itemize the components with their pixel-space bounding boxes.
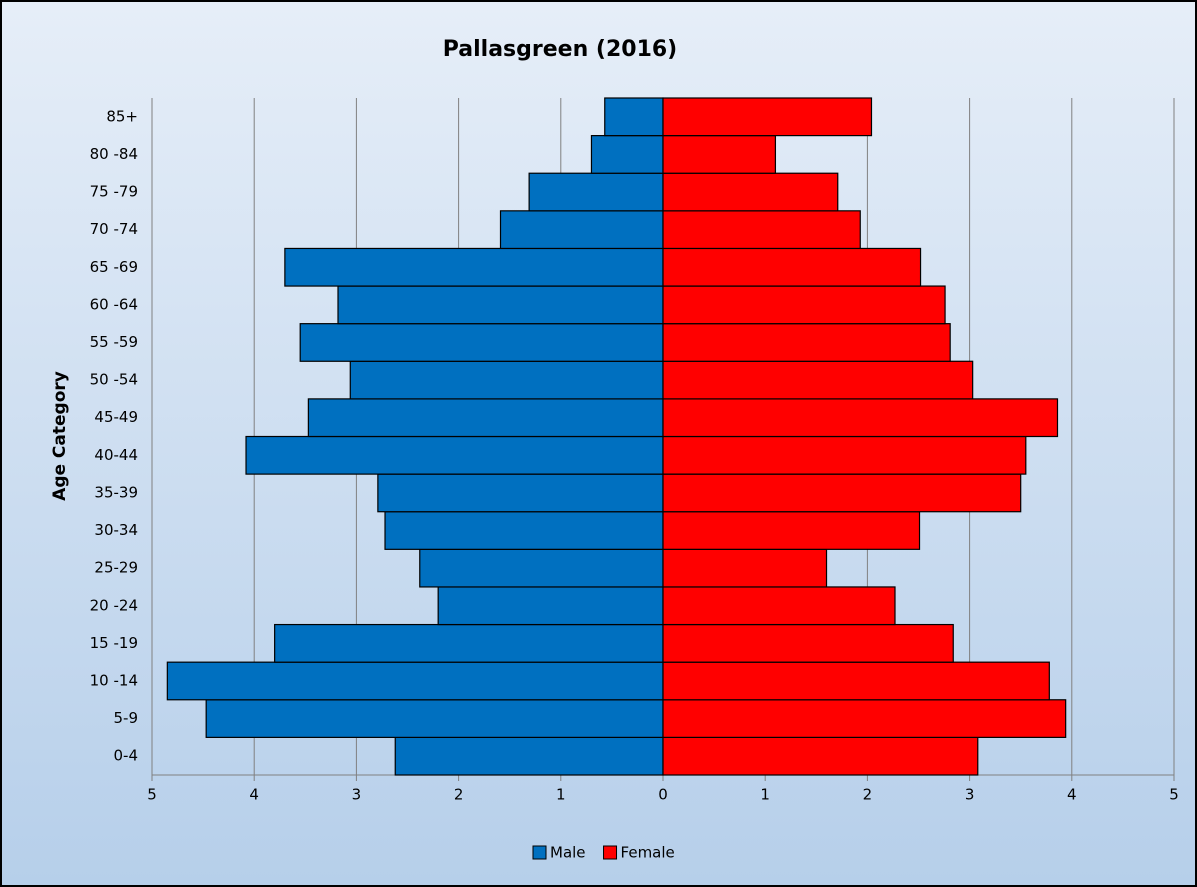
legend-swatch	[603, 845, 618, 860]
y-axis-label: Age Category	[50, 371, 70, 501]
bar	[384, 511, 664, 550]
bar	[662, 473, 1022, 513]
bar	[437, 586, 664, 626]
bar	[662, 511, 921, 550]
bar	[245, 435, 664, 475]
y-tick-label: 40-44	[94, 446, 138, 464]
y-tick-label: 20 -24	[90, 596, 138, 614]
bar	[499, 210, 664, 250]
bar	[205, 699, 664, 738]
y-tick-label: 65 -69	[90, 258, 138, 276]
y-tick-label: 55 -59	[90, 333, 138, 351]
bar	[349, 360, 664, 400]
bar	[274, 623, 664, 663]
y-tick-label: 25-29	[94, 559, 138, 577]
bar	[662, 360, 974, 400]
y-tick-label: 70 -74	[90, 220, 138, 238]
bar	[590, 135, 664, 174]
bar	[284, 247, 664, 287]
bar	[377, 473, 664, 513]
x-tick-label: 0	[658, 786, 668, 804]
y-tick-label: 30-34	[94, 521, 138, 539]
bar	[662, 97, 873, 137]
bar	[662, 548, 828, 588]
y-tick-label: 15 -19	[90, 634, 138, 652]
y-tick-label: 45-49	[94, 408, 138, 426]
x-tick-label: 5	[1169, 786, 1179, 804]
x-tick-label: 1	[760, 786, 770, 804]
y-tick-label: 75 -79	[90, 183, 138, 201]
legend-label: Male	[550, 844, 586, 862]
y-tick-label: 0-4	[114, 747, 139, 765]
bar	[419, 548, 664, 588]
bar	[662, 323, 951, 362]
bar	[337, 285, 664, 325]
y-tick-label: 10 -14	[90, 671, 138, 689]
bar	[394, 736, 664, 776]
x-tick-label: 2	[454, 786, 464, 804]
y-tick-label: 35-39	[94, 483, 138, 501]
bar	[662, 247, 922, 287]
bar	[662, 661, 1050, 701]
x-tick-label: 4	[249, 786, 259, 804]
legend-swatch	[532, 845, 547, 860]
bar	[662, 699, 1067, 738]
bar	[662, 172, 839, 212]
bar	[662, 435, 1027, 475]
bar	[662, 135, 777, 174]
legend-label: Female	[621, 844, 675, 862]
x-tick-label: 3	[352, 786, 362, 804]
bar	[307, 398, 664, 438]
chart-title: Pallasgreen (2016)	[443, 37, 678, 62]
bar	[166, 661, 664, 701]
bar	[662, 398, 1059, 438]
bar	[662, 736, 979, 776]
x-tick-label: 3	[965, 786, 975, 804]
bar	[662, 623, 954, 663]
bar	[528, 172, 664, 212]
x-tick-label: 5	[147, 786, 157, 804]
bar	[662, 586, 896, 626]
x-tick-label: 4	[1067, 786, 1077, 804]
bar	[299, 323, 664, 362]
y-tick-label: 60 -64	[90, 295, 138, 313]
y-tick-label: 50 -54	[90, 371, 138, 389]
x-tick-label: 2	[863, 786, 873, 804]
bar	[604, 97, 664, 137]
y-tick-label: 80 -84	[90, 145, 138, 163]
y-tick-label: 85+	[106, 107, 138, 125]
y-tick-label: 5-9	[114, 709, 139, 727]
bar	[662, 210, 861, 250]
bar	[662, 285, 946, 325]
x-tick-label: 1	[556, 786, 566, 804]
